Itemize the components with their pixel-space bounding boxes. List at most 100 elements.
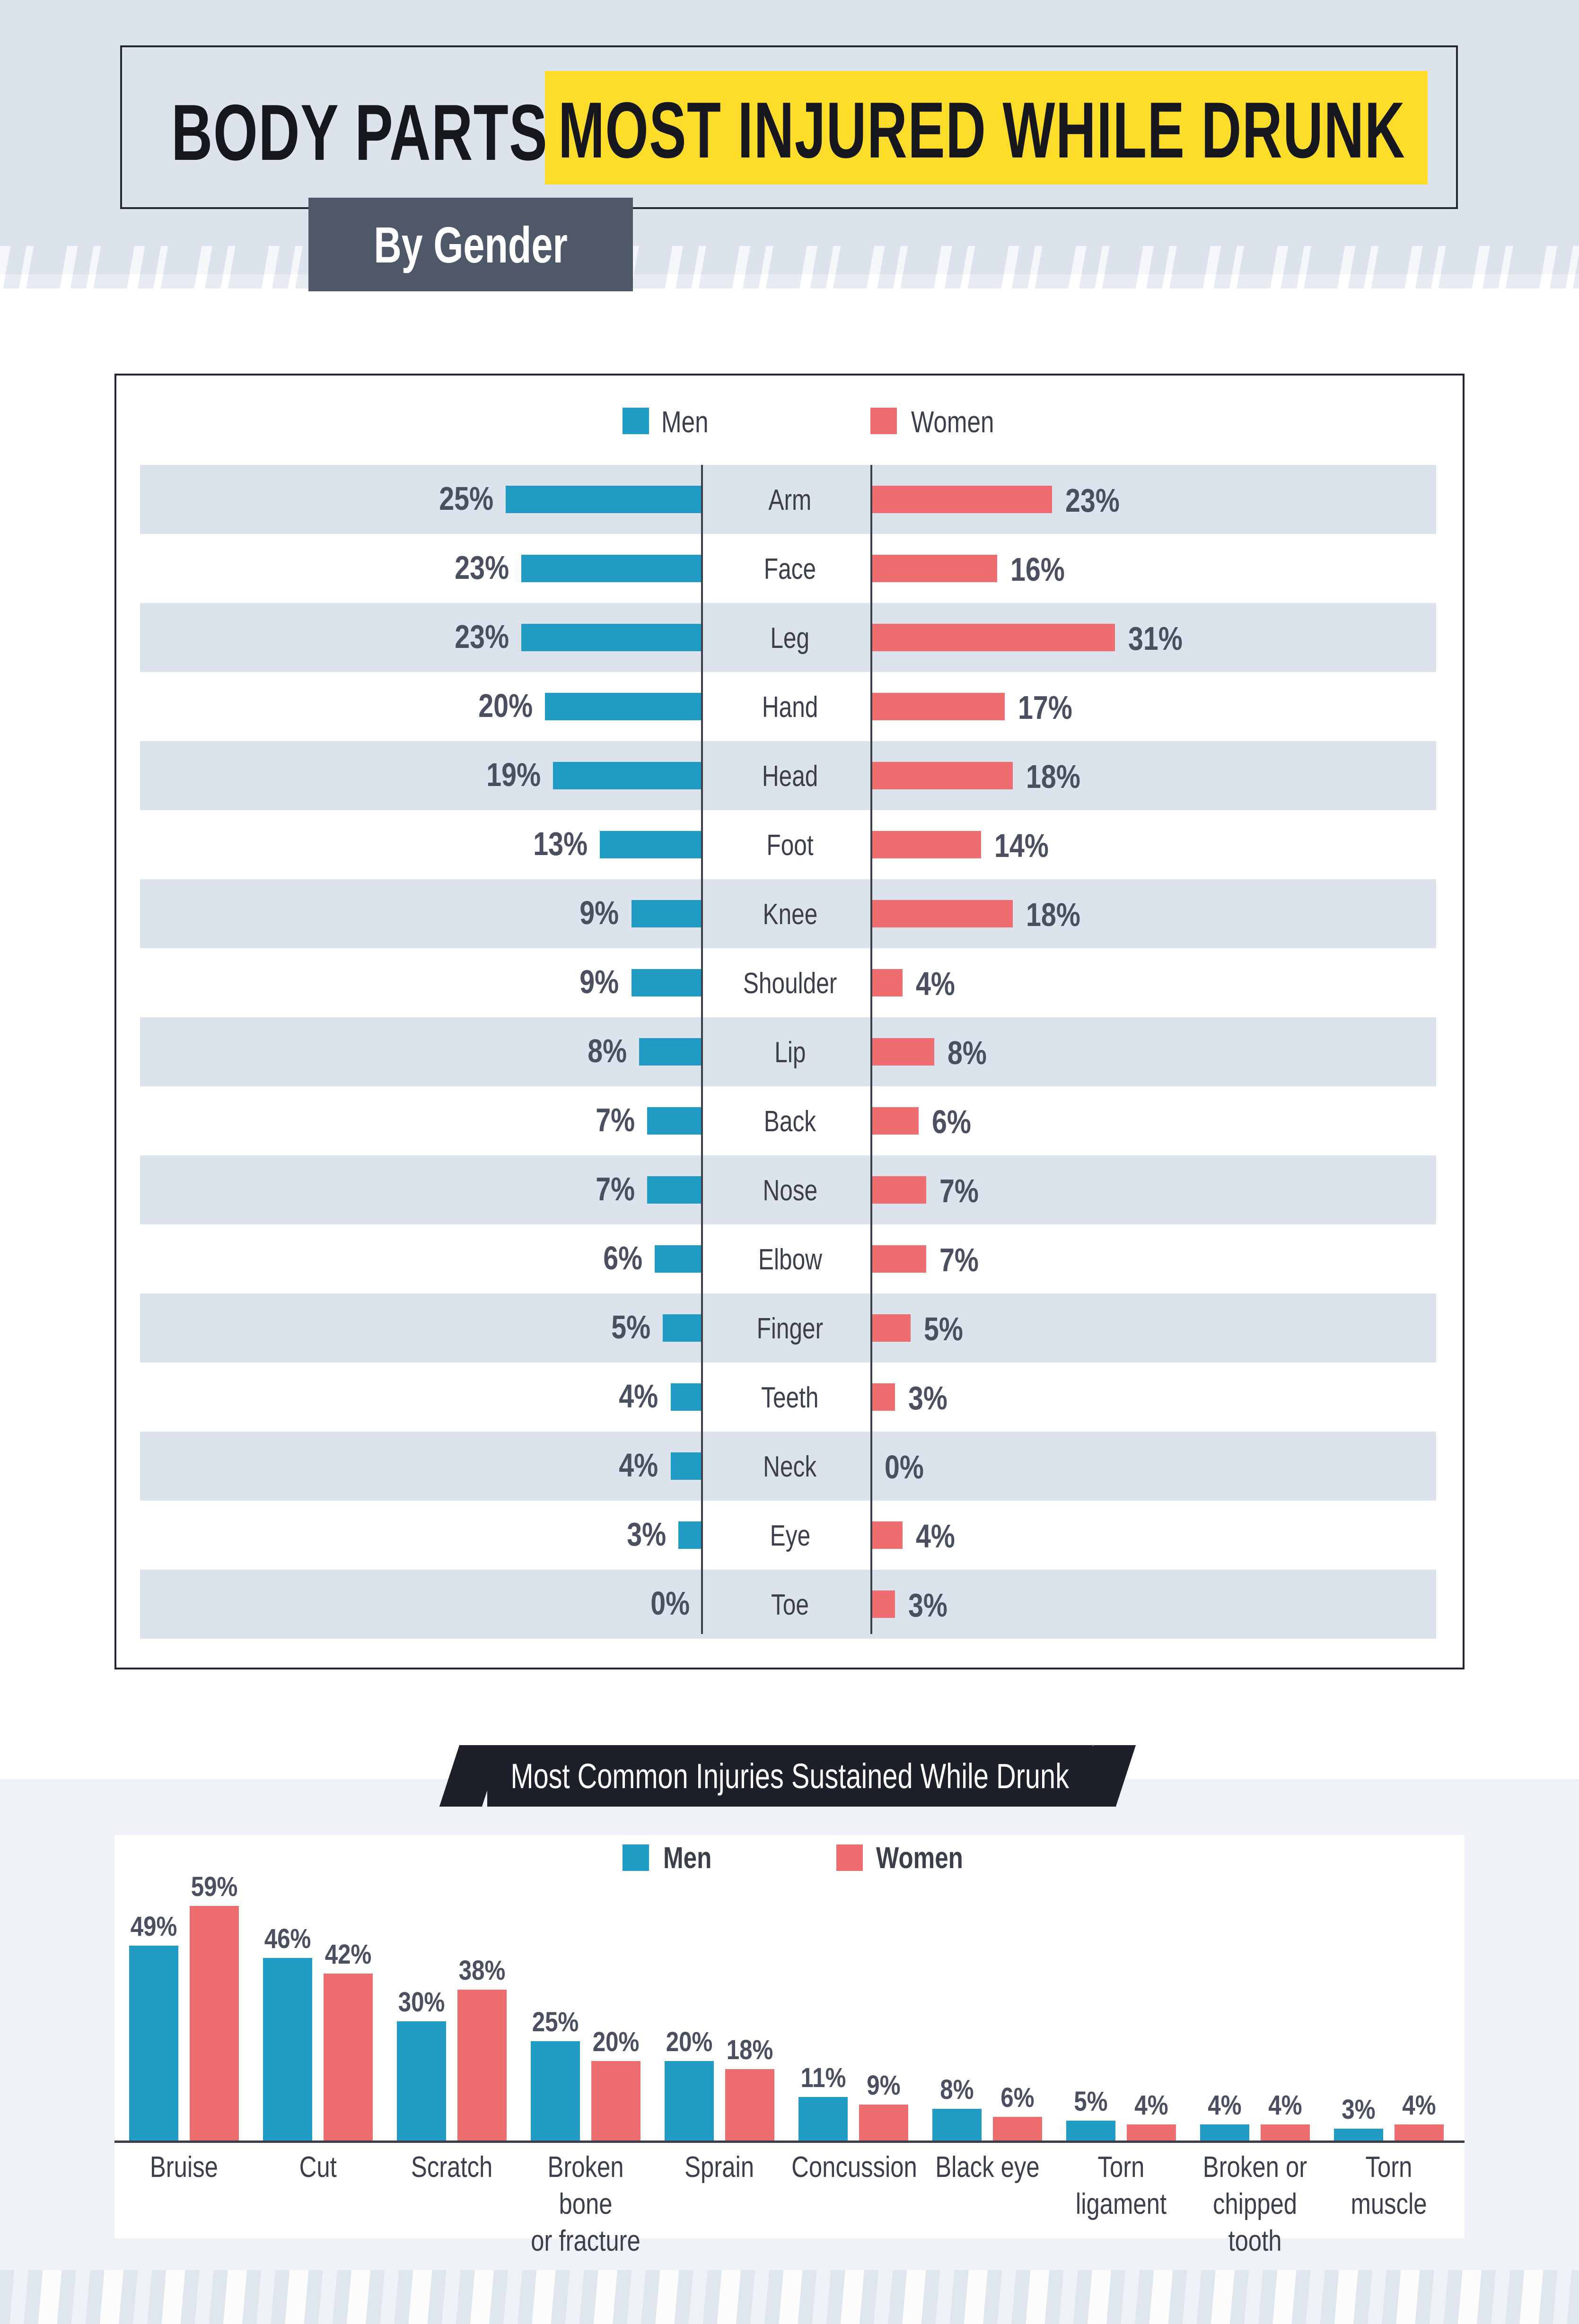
category-label-face: Face (763, 553, 816, 585)
title-part1: BODY PARTS (171, 88, 548, 177)
bar-men-foot (600, 831, 702, 858)
bar-men-finger (663, 1314, 702, 1342)
body-parts-chart: Men Women 25% 23% Arm 23% 16% Face 23% 31% Leg 20… (140, 405, 1436, 1639)
value2-men-black-eye: 8% (940, 2074, 974, 2105)
category-label-finger: Finger (756, 1312, 824, 1345)
value-women-foot: 14% (994, 827, 1049, 864)
category-label-eye: Eye (770, 1520, 810, 1552)
value2-men-scratch: 30% (398, 1987, 445, 2018)
bar2-men-cut (263, 1957, 312, 2141)
value-women-shoulder: 4% (916, 965, 956, 1002)
category2-label-scratch: Scratch (411, 2151, 493, 2184)
category-label-shoulder: Shoulder (743, 967, 837, 1000)
category2-label-black-eye: Black eye (935, 2151, 1040, 2184)
value-men-teeth: 4% (619, 1378, 658, 1415)
value2-women-concussion: 9% (867, 2070, 901, 2101)
value-women-elbow: 7% (939, 1241, 979, 1278)
value2-men-sprain: 20% (666, 2027, 713, 2057)
value2-men-bruise: 49% (130, 1911, 177, 1942)
bar2-men-bruise (129, 1946, 178, 2141)
bar-men-face (521, 555, 702, 582)
bar2-women-black-eye (993, 2116, 1042, 2141)
value2-men-broken-bone-or-fracture: 25% (532, 2007, 579, 2037)
value2-women-torn-ligament: 4% (1134, 2090, 1168, 2121)
category-label-teeth: Teeth (761, 1381, 819, 1414)
bottom-brush-edge (0, 2270, 1579, 2324)
row-band (140, 465, 1436, 534)
injuries-chart-title-banner: Most Common Injuries Sustained While Dru… (487, 1745, 1093, 1807)
legend-women-label: Women (911, 405, 994, 439)
bar-women-lip (871, 1038, 934, 1066)
value2-men-concussion: 11% (800, 2062, 846, 2093)
category-label-leg: Leg (770, 622, 810, 655)
value-women-knee: 18% (1026, 896, 1080, 933)
category2-label-concussion: Concussion (791, 2151, 917, 2184)
category-label-toe: Toe (771, 1589, 809, 1621)
title-part2: MOST INJURED WHILE DRUNK (558, 86, 1406, 175)
value-women-toe: 3% (908, 1587, 947, 1624)
bar2-men-sprain (665, 2061, 714, 2141)
axis-women (870, 465, 872, 1634)
value-men-knee: 9% (579, 894, 619, 931)
value2-women-bruise: 59% (191, 1871, 238, 1903)
value-women-eye: 4% (916, 1518, 956, 1555)
value-men-neck: 4% (619, 1447, 658, 1484)
bar2-men-black-eye (932, 2108, 982, 2141)
value2-women-cut: 42% (325, 1939, 372, 1970)
category2-label-cut: Cut (299, 2151, 337, 2184)
bar-women-teeth (871, 1383, 895, 1411)
value-men-back: 7% (595, 1101, 635, 1138)
value-men-shoulder: 9% (579, 963, 619, 1000)
bar-women-nose (871, 1176, 927, 1204)
bar2-women-sprain (725, 2069, 774, 2141)
value2-men-torn-muscle: 3% (1342, 2094, 1376, 2125)
value-women-teeth: 3% (908, 1380, 947, 1416)
subtitle-text: By Gender (374, 216, 568, 273)
value2-women-sprain: 18% (726, 2034, 773, 2065)
bar2-women-torn-ligament (1127, 2124, 1176, 2141)
bar-women-shoulder (871, 969, 903, 996)
bar-men-hand (545, 693, 702, 720)
value-men-hand: 20% (478, 687, 533, 724)
bar-women-foot (871, 831, 982, 858)
bar2-women-broken-bone-or-fracture (591, 2061, 640, 2141)
bar-men-nose (647, 1176, 702, 1204)
value-men-arm: 25% (439, 480, 493, 517)
category2-label-bruise: Bruise (149, 2151, 219, 2184)
legend2-women-swatch (836, 1844, 863, 1871)
legend-men-label: Men (661, 405, 709, 439)
bar2-men-torn-ligament (1066, 2121, 1115, 2141)
value2-women-torn-muscle: 4% (1402, 2090, 1436, 2121)
bar-men-lip (639, 1038, 702, 1066)
value-women-head: 18% (1026, 758, 1080, 795)
bar-men-arm (506, 486, 702, 513)
injuries-chart-title: Most Common Injuries Sustained While Dru… (510, 1756, 1070, 1796)
bar-men-shoulder (631, 969, 702, 996)
value-women-arm: 23% (1065, 482, 1120, 519)
value2-men-broken-or-chipped-tooth: 4% (1208, 2090, 1242, 2121)
bar-men-leg (521, 624, 702, 651)
value-men-lip: 8% (588, 1032, 627, 1069)
value-men-nose: 7% (595, 1171, 635, 1207)
value-men-finger: 5% (611, 1309, 650, 1345)
injuries-chart-baseline (114, 2141, 1465, 2143)
bar2-women-broken-or-chipped-tooth (1261, 2124, 1310, 2141)
value-women-finger: 5% (924, 1311, 963, 1347)
bar2-men-torn-muscle (1334, 2128, 1383, 2141)
value-women-back: 6% (931, 1103, 971, 1140)
title-highlight (545, 71, 1428, 184)
row-band (140, 1155, 1436, 1224)
value-men-leg: 23% (455, 618, 509, 655)
legend-women-swatch (870, 408, 897, 434)
category-label-nose: Nose (763, 1174, 817, 1207)
value2-men-torn-ligament: 5% (1074, 2086, 1108, 2117)
row-band (140, 603, 1436, 672)
category-label-arm: Arm (768, 484, 812, 516)
bar-women-hand (871, 693, 1005, 720)
bar-women-back (871, 1107, 919, 1135)
category-label-neck: Neck (763, 1450, 817, 1483)
value-women-face: 16% (1010, 551, 1065, 588)
category2-label-torn-ligament: Torn ligament (1075, 2151, 1167, 2220)
bar-men-neck (670, 1452, 702, 1480)
